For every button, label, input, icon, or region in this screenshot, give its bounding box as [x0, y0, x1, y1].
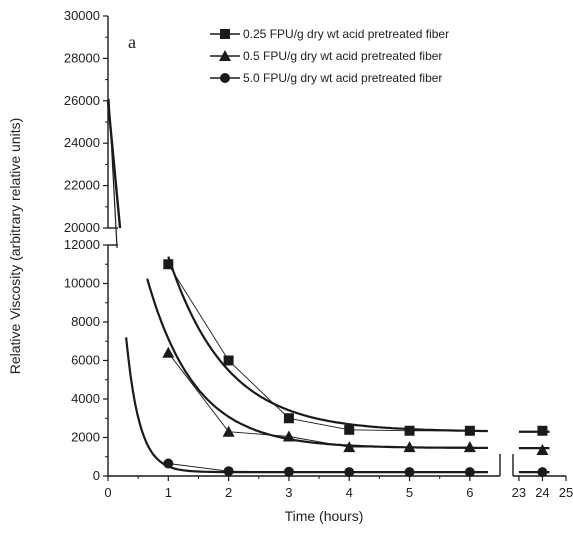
- legend-label: 0.5 FPU/g dry wt acid pretreated fiber: [243, 49, 442, 63]
- x-tick-label: 2: [225, 485, 232, 500]
- data-point-circle: [163, 458, 174, 469]
- legend-label: 0.25 FPU/g dry wt acid pretreated fiber: [243, 27, 449, 41]
- fit-curves: [106, 98, 550, 474]
- data-point-square: [163, 259, 174, 270]
- initial-drop-curve-2: [108, 98, 118, 249]
- x-tick-label: 6: [466, 485, 473, 500]
- y-tick-label-upper: 30000: [64, 8, 100, 23]
- data-point-triangle: [222, 425, 235, 437]
- y-tick-label-upper: 26000: [64, 93, 100, 108]
- data-point-circle: [344, 467, 355, 478]
- x-tick-label: 3: [285, 485, 292, 500]
- series-line-2: [167, 352, 470, 448]
- data-point-circle: [404, 467, 415, 478]
- y-tick-label-lower: 0: [93, 468, 100, 483]
- x-tick-label: 23: [512, 485, 526, 500]
- data-point-square: [464, 425, 475, 436]
- legend-label: 5.0 FPU/g dry wt acid pretreated fiber: [243, 71, 442, 85]
- y-tick-label-lower: 10000: [64, 276, 100, 291]
- y-tick-label-lower: 6000: [71, 353, 100, 368]
- series-line-1: [167, 264, 470, 432]
- data-point-circle: [537, 467, 548, 478]
- legend-marker-circle: [220, 73, 230, 83]
- data-point-triangle: [162, 346, 175, 358]
- data-point-triangle: [282, 430, 295, 442]
- series-line-3: [168, 463, 470, 473]
- y-tick-label-lower: 8000: [71, 314, 100, 329]
- legend-marker-square: [220, 29, 230, 39]
- data-point-square: [223, 355, 234, 366]
- series-lines: [167, 264, 470, 473]
- data-point-triangle: [463, 441, 476, 453]
- data-point-square: [344, 424, 355, 435]
- tick-labels: 2000022000240002600028000300000200040006…: [64, 8, 573, 500]
- x-tick-label: 0: [104, 485, 111, 500]
- data-point-circle: [283, 466, 294, 477]
- legend-marker-triangle: [219, 50, 231, 61]
- y-tick-label-lower: 2000: [71, 430, 100, 445]
- data-point-triangle: [536, 444, 549, 456]
- data-point-triangle: [343, 441, 356, 453]
- y-tick-label-lower: 4000: [71, 391, 100, 406]
- fit-curve-3: [125, 337, 488, 474]
- y-tick-label-upper: 28000: [64, 50, 100, 65]
- x-tick-label: 4: [346, 485, 353, 500]
- data-markers: [162, 259, 549, 478]
- data-point-square: [537, 425, 548, 436]
- data-point-circle: [464, 467, 475, 478]
- x-tick-label: 1: [165, 485, 172, 500]
- x-tick-label: 25: [559, 485, 573, 500]
- y-tick-label-upper: 24000: [64, 135, 100, 150]
- y-axis-label: Relative Viscosity (arbitrary relative u…: [7, 118, 23, 375]
- y-tick-label-upper: 22000: [64, 178, 100, 193]
- data-point-circle: [223, 466, 234, 477]
- tick-marks: [103, 15, 567, 481]
- x-tick-label: 24: [535, 485, 549, 500]
- fit-curve-1: [167, 256, 488, 433]
- panel-label: a: [128, 32, 136, 52]
- x-axis-label: Time (hours): [285, 508, 364, 524]
- y-tick-label-lower: 12000: [64, 237, 100, 252]
- data-point-triangle: [403, 441, 416, 453]
- data-point-square: [404, 425, 415, 436]
- data-point-square: [283, 413, 294, 424]
- legend: 0.25 FPU/g dry wt acid pretreated fiber 0…: [210, 27, 449, 85]
- x-tick-label: 5: [406, 485, 413, 500]
- axes-frame: [107, 16, 566, 477]
- y-tick-label-upper: 20000: [64, 220, 100, 235]
- fit-curve-2: [146, 278, 488, 449]
